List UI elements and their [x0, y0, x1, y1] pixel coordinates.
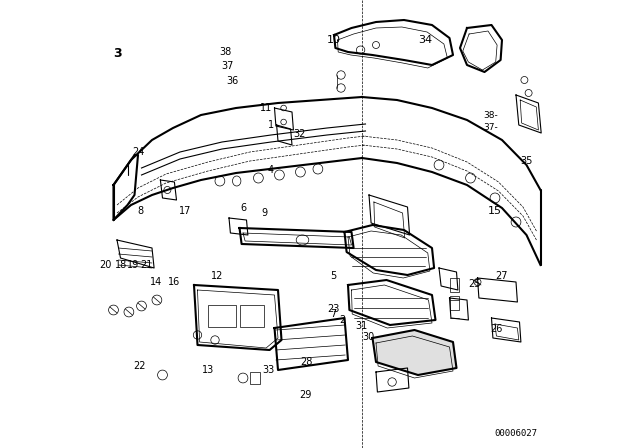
Text: 38-: 38- — [483, 111, 498, 120]
Text: 29: 29 — [300, 390, 312, 400]
Text: 37: 37 — [221, 61, 234, 71]
Text: 37-: 37- — [483, 123, 498, 132]
Bar — [250, 372, 260, 384]
Text: 8: 8 — [138, 206, 144, 215]
Text: 21: 21 — [140, 260, 153, 270]
Text: 9: 9 — [261, 208, 267, 218]
Text: 1: 1 — [268, 121, 274, 130]
Text: 27: 27 — [495, 271, 508, 280]
Text: 34: 34 — [418, 35, 433, 45]
Text: 35: 35 — [520, 156, 532, 166]
Text: 3: 3 — [113, 47, 122, 60]
Text: 38: 38 — [220, 47, 232, 57]
Text: 22: 22 — [134, 361, 146, 371]
Text: 6: 6 — [241, 203, 247, 213]
Text: 7: 7 — [330, 309, 337, 319]
Bar — [449, 278, 460, 292]
Text: 16: 16 — [168, 277, 180, 287]
Text: 24: 24 — [132, 147, 145, 157]
Text: 12: 12 — [211, 271, 223, 280]
Text: 20: 20 — [100, 260, 112, 270]
Bar — [239, 305, 264, 327]
Text: 25: 25 — [468, 280, 481, 289]
Text: 10: 10 — [326, 35, 340, 45]
Text: 18: 18 — [115, 260, 127, 270]
Bar — [449, 296, 460, 310]
Text: 30: 30 — [362, 332, 374, 342]
Text: 36: 36 — [227, 76, 239, 86]
Text: 5: 5 — [330, 271, 337, 280]
Text: 13: 13 — [202, 365, 214, 375]
Text: 11: 11 — [260, 103, 273, 112]
Polygon shape — [372, 330, 456, 375]
Bar — [208, 305, 236, 327]
Text: 00006027: 00006027 — [494, 429, 538, 438]
Text: 23: 23 — [327, 304, 340, 314]
Text: 19: 19 — [127, 260, 140, 270]
Text: 32: 32 — [294, 129, 306, 139]
Text: 4: 4 — [268, 165, 274, 175]
Text: 14: 14 — [150, 277, 162, 287]
Text: 31: 31 — [355, 321, 367, 331]
Text: 33: 33 — [262, 366, 275, 375]
Text: 26: 26 — [490, 324, 502, 334]
Text: 17: 17 — [179, 206, 192, 215]
Text: 15: 15 — [488, 206, 502, 215]
Text: 2: 2 — [339, 315, 346, 325]
Text: 28: 28 — [300, 357, 313, 366]
